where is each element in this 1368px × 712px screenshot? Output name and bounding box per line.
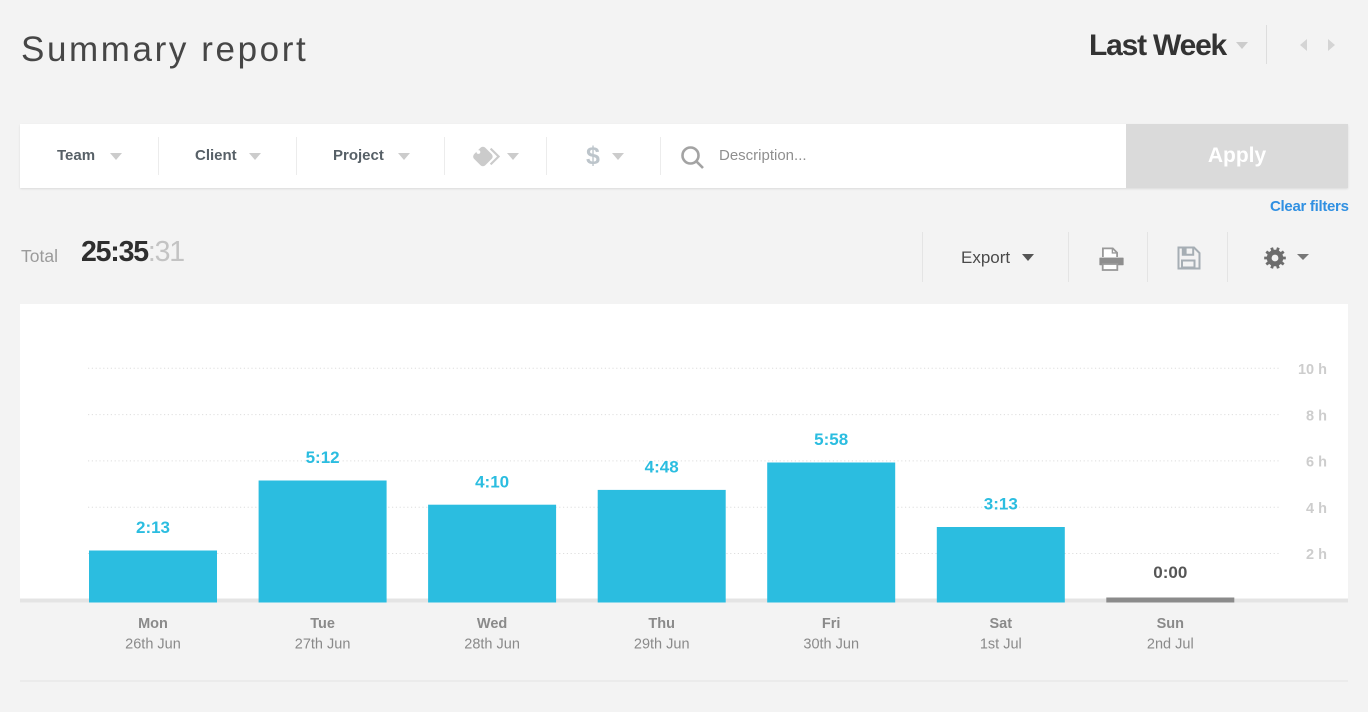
svg-text:Thu: Thu [648,616,675,632]
svg-text:4:48: 4:48 [645,458,679,477]
svg-text:5:12: 5:12 [306,448,340,467]
svg-text:29th Jun: 29th Jun [634,637,690,653]
svg-text:10 h: 10 h [1298,362,1327,378]
svg-text:Tue: Tue [310,616,335,632]
svg-text:Sat: Sat [990,616,1013,632]
svg-text:1st Jul: 1st Jul [980,637,1022,653]
svg-text:6 h: 6 h [1306,455,1327,471]
svg-text:4 h: 4 h [1306,501,1327,517]
svg-text:27th Jun: 27th Jun [295,637,351,653]
svg-text:3:13: 3:13 [984,495,1018,514]
svg-text:Sun: Sun [1157,616,1184,632]
svg-text:Wed: Wed [477,616,507,632]
svg-text:26th Jun: 26th Jun [125,637,181,653]
svg-text:30th Jun: 30th Jun [803,637,859,653]
svg-text:2:13: 2:13 [136,518,170,537]
svg-text:5:58: 5:58 [814,430,848,449]
svg-text:2nd Jul: 2nd Jul [1147,637,1194,653]
svg-text:Fri: Fri [822,616,841,632]
svg-text:Mon: Mon [138,616,168,632]
svg-text:4:10: 4:10 [475,472,509,491]
svg-text:8 h: 8 h [1306,408,1327,424]
svg-text:28th Jun: 28th Jun [464,637,520,653]
svg-text:2 h: 2 h [1306,547,1327,563]
svg-text:0:00: 0:00 [1153,563,1187,582]
